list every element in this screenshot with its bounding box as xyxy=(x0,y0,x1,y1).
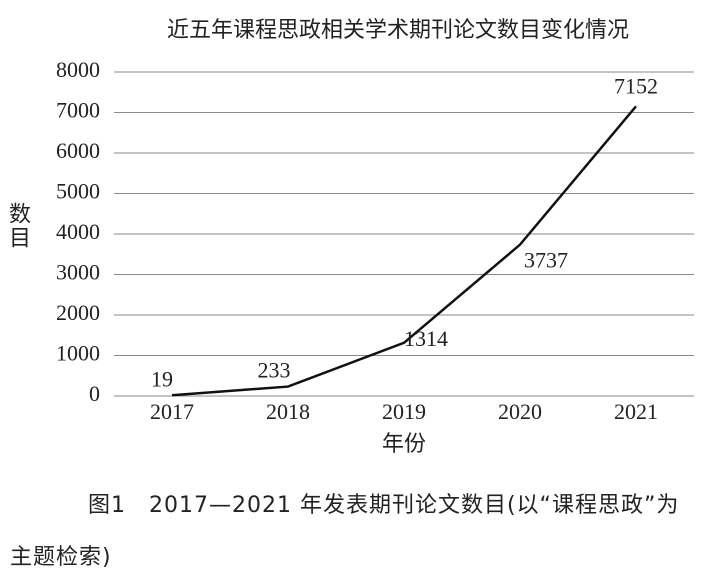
chart: 近五年课程思政相关学术期刊论文数目变化情况 数目 年份 0 1000 2000 300… xyxy=(6,17,694,456)
y-axis-label: 数目 xyxy=(6,202,31,250)
y-tick-label: 0 xyxy=(89,381,100,406)
data-label: 3737 xyxy=(524,248,568,273)
chart-title: 近五年课程思政相关学术期刊论文数目变化情况 xyxy=(167,17,629,42)
x-tick-label: 2019 xyxy=(382,399,426,424)
x-tick-label: 2020 xyxy=(498,399,542,424)
x-tick-label: 2017 xyxy=(150,399,194,424)
y-tick-label: 4000 xyxy=(56,219,100,244)
data-label: 233 xyxy=(258,358,291,383)
y-tick-label: 5000 xyxy=(56,179,100,204)
data-label: 7152 xyxy=(614,73,658,98)
data-label: 19 xyxy=(151,366,173,391)
y-tick-label: 2000 xyxy=(56,300,100,325)
x-axis-label: 年份 xyxy=(382,431,426,456)
x-tick-label: 2018 xyxy=(266,399,310,424)
y-tick-label: 6000 xyxy=(56,138,100,163)
data-line xyxy=(171,105,637,397)
y-tick-label: 8000 xyxy=(56,57,100,82)
figure-caption: 图1 2017—2021 年发表期刊论文数目(以“课程思政”为主题检索) xyxy=(10,493,680,570)
y-tick-label: 1000 xyxy=(56,341,100,366)
data-label: 1314 xyxy=(404,326,448,351)
y-tick-label: 3000 xyxy=(56,260,100,285)
y-tick-label: 7000 xyxy=(56,98,100,123)
x-tick-label: 2021 xyxy=(614,399,658,424)
